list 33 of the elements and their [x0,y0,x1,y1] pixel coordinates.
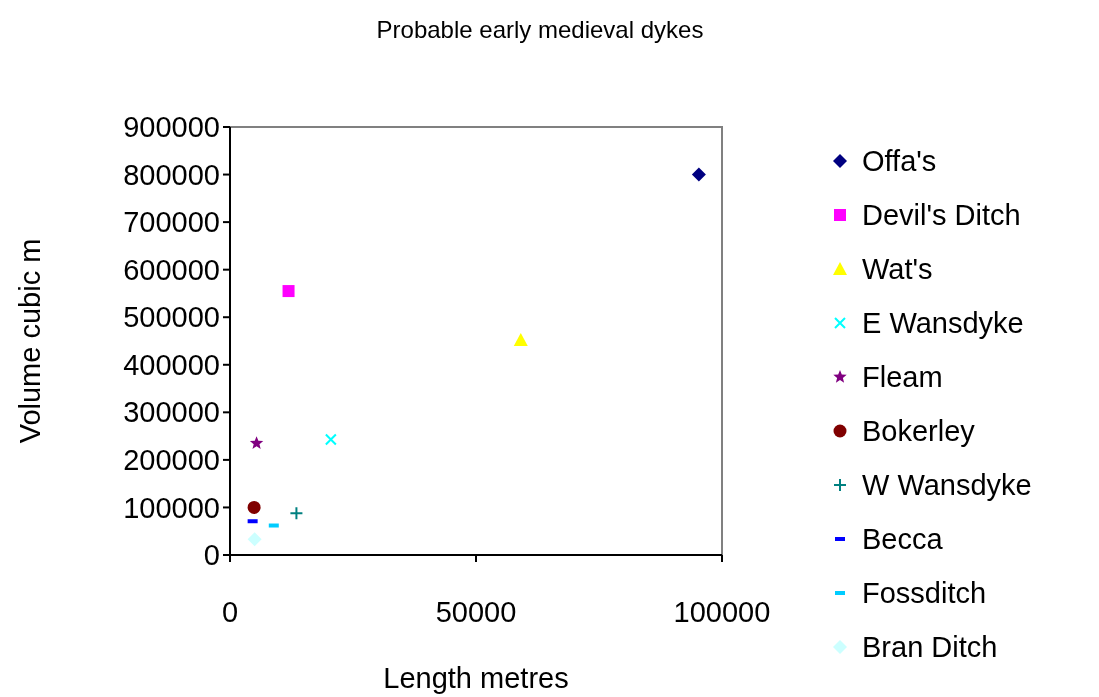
x-tick-label: 50000 [435,596,517,628]
point [289,506,304,521]
y-tick-label: 400000 [123,348,220,381]
legend-label: Bran Ditch [862,631,998,664]
x-axis-title: Length metres [383,662,569,694]
legend-label: Fleam [862,361,943,394]
y-tick-label: 500000 [123,301,220,334]
legend-label: Becca [862,523,944,556]
point [247,532,262,547]
legend-label: Devil's Ditch [862,199,1021,232]
y-tick-label: 900000 [123,111,220,144]
y-tick-label: 100000 [123,491,220,524]
legend-label: Bokerley [862,415,976,448]
legend-label: Wat's [862,253,933,286]
y-tick-label: 300000 [123,396,220,429]
point [691,167,706,182]
point [513,333,528,347]
y-tick-label: 200000 [123,444,220,477]
chart-title: Probable early medieval dykes [376,16,704,43]
legend-label: Offa's [862,145,937,178]
legend-label: E Wansdyke [862,307,1024,340]
point [249,436,264,449]
legend-label: Fossditch [862,577,987,610]
y-axis-title: Volume cubic m [14,238,46,444]
y-tick-label: 600000 [123,253,220,286]
y-tick-label: 0 [203,539,220,572]
legend-label: W Wansdyke [862,469,1032,502]
y-tick-label: 700000 [123,206,220,239]
point [282,285,295,298]
y-tick-label: 800000 [123,158,220,191]
point [247,500,261,514]
point [324,433,337,446]
x-tick-label: 100000 [673,596,771,628]
